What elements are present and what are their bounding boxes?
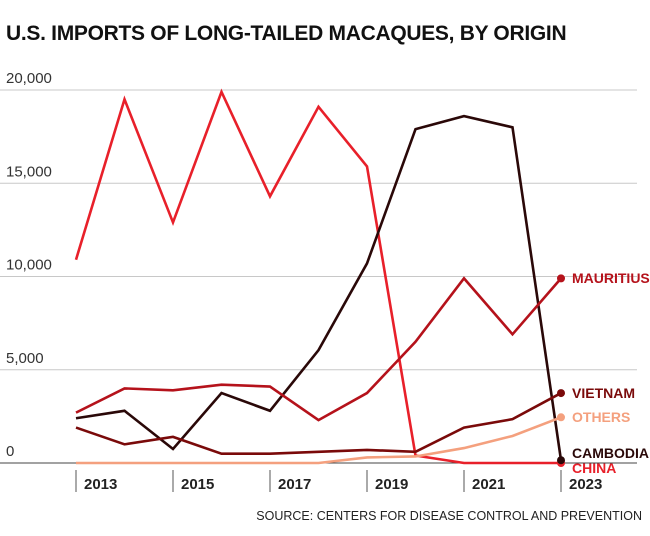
series-label-china: CHINA [572, 460, 616, 476]
series-line-vietnam [75, 391, 562, 455]
series-end-marker-mauritius [557, 274, 565, 283]
series-line-china [74, 88, 561, 465]
x-tick-label: 2021 [472, 476, 505, 493]
y-tick-label: 20,000 [6, 70, 52, 87]
y-tick-label: 10,000 [6, 257, 52, 274]
series-line-others [76, 416, 562, 465]
series-end-marker-others [557, 413, 565, 422]
series-line-cambodia [75, 114, 563, 461]
x-tick-label: 2019 [375, 476, 408, 493]
x-tick-label: 2015 [181, 476, 214, 493]
y-tick-label: 0 [6, 443, 14, 460]
series-line-mauritius [75, 276, 562, 422]
series-label-mauritius: MAURITIUS [572, 270, 650, 286]
x-tick-label: 2023 [569, 476, 602, 493]
y-tick-label: 5,000 [6, 350, 44, 367]
x-tick-label: 2017 [278, 476, 311, 493]
series-end-marker-cambodia [557, 456, 565, 465]
source-note: SOURCE: CENTERS FOR DISEASE CONTROL AND … [256, 509, 642, 523]
chart-title: U.S. IMPORTS OF LONG-TAILED MACAQUES, BY… [6, 22, 567, 45]
y-tick-label: 15,000 [6, 163, 52, 180]
x-tick-label: 2013 [84, 476, 117, 493]
series-label-vietnam: VIETNAM [572, 385, 635, 401]
series-end-marker-vietnam [557, 389, 565, 398]
series-label-others: OTHERS [572, 409, 630, 425]
series-label-cambodia: CAMBODIA [572, 445, 649, 461]
